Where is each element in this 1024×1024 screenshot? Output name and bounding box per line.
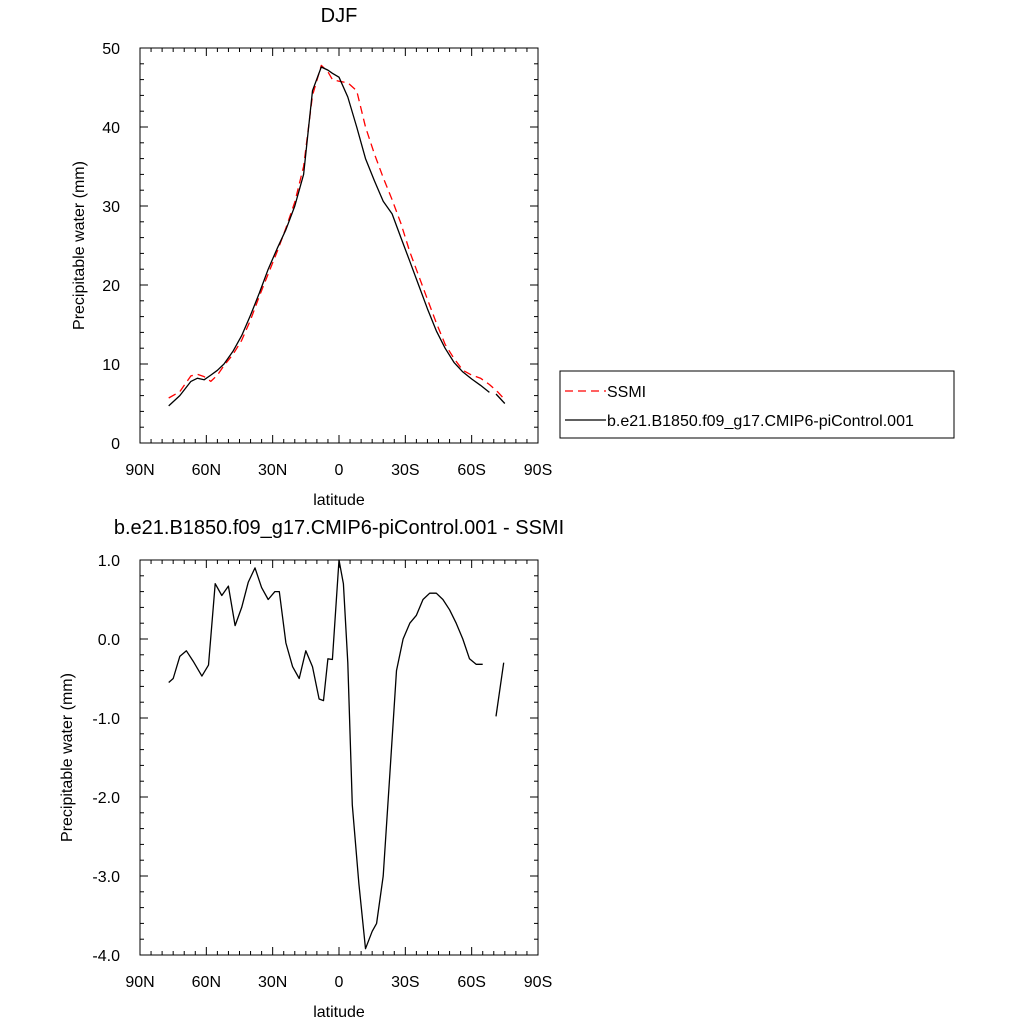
bottom-panel-difference: 90N 60N 30N 0 30S 60S 90S 1.0 0.0 -1.0 -2.0 -3.0 -4.…: [59, 517, 564, 1021]
chart-title: DJF: [321, 5, 358, 27]
y-tick-label: 1.0: [98, 553, 120, 570]
series-line: [495, 393, 506, 404]
chart-title: b.e21.B1850.f09_g17.CMIP6-piControl.001 …: [114, 517, 564, 539]
y-tick-label: -3.0: [92, 869, 120, 886]
y-tick-label: 0: [111, 436, 120, 453]
x-axis-title: latitude: [313, 1004, 365, 1021]
series-line: [168, 66, 490, 407]
series-line: [495, 662, 505, 717]
legend: SSMI b.e21.B1850.f09_g17.CMIP6-piControl.…: [559, 370, 955, 439]
plot-frame: [139, 559, 539, 956]
y-axis-title: Precipitable water (mm): [71, 161, 88, 330]
y-axis-title: Precipitable water (mm): [59, 673, 76, 842]
legend-entry: b.e21.B1850.f09_g17.CMIP6-piControl.001: [607, 413, 914, 430]
x-tick-label: 30S: [391, 462, 419, 479]
x-axis-title: latitude: [313, 492, 365, 509]
y-tick-label: -1.0: [92, 711, 120, 728]
y-tick-label: -2.0: [92, 790, 120, 807]
legend-box: [559, 370, 955, 439]
top-panel-djf: 90N 60N 30N 0 30S 60S 90S 0 10 20 30 40 50 latitude Pr…: [71, 5, 552, 509]
x-tick-label: 90S: [524, 974, 552, 991]
x-tick-label: 60N: [192, 974, 221, 991]
series-line: [168, 64, 506, 401]
x-tick-label: 60S: [457, 974, 485, 991]
x-tick-label: 0: [335, 462, 344, 479]
series-line: [168, 559, 483, 950]
y-tick-label: 0.0: [98, 632, 120, 649]
x-tick-label: 90S: [524, 462, 552, 479]
y-tick-label: 40: [102, 120, 120, 137]
x-tick-label: 60S: [457, 462, 485, 479]
y-tick-label: 10: [102, 357, 120, 374]
x-tick-label: 30N: [258, 974, 287, 991]
legend-entry: SSMI: [607, 384, 646, 401]
y-tick-label: 20: [102, 278, 120, 295]
x-tick-label: 90N: [125, 974, 154, 991]
x-tick-label: 60N: [192, 462, 221, 479]
x-tick-label: 30S: [391, 974, 419, 991]
x-tick-label: 90N: [125, 462, 154, 479]
y-tick-label: 50: [102, 41, 120, 58]
x-tick-label: 0: [335, 974, 344, 991]
y-tick-label: -4.0: [92, 948, 120, 965]
y-tick-label: 30: [102, 199, 120, 216]
x-tick-label: 30N: [258, 462, 287, 479]
